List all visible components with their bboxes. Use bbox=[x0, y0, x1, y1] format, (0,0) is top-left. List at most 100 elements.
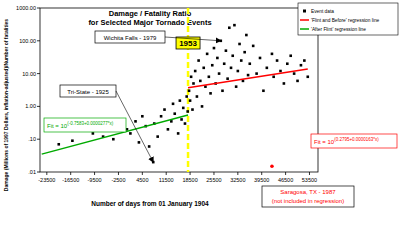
event-point bbox=[206, 53, 209, 56]
annotation-text: Tri-State - 1925 bbox=[67, 89, 109, 95]
event-point bbox=[197, 59, 200, 62]
annotation-box bbox=[95, 31, 165, 43]
annotation-box bbox=[60, 85, 116, 97]
event-point bbox=[237, 70, 240, 73]
x-tick bbox=[309, 172, 310, 175]
event-point bbox=[189, 99, 192, 102]
event-point bbox=[186, 110, 189, 113]
x-tick bbox=[70, 172, 71, 175]
event-point bbox=[228, 26, 231, 29]
annotation-text: Wichita Falls - 1979 bbox=[104, 35, 157, 41]
event-point bbox=[190, 75, 193, 78]
event-point bbox=[213, 47, 216, 50]
y-tick-label: .10 bbox=[28, 136, 36, 142]
event-point bbox=[188, 89, 191, 92]
x-tick bbox=[118, 172, 119, 175]
y-axis-title: Damage (Millions of 1997 Dollars, inflat… bbox=[3, 19, 9, 191]
event-point bbox=[306, 75, 309, 78]
event-point bbox=[92, 132, 95, 135]
event-point bbox=[196, 95, 199, 98]
event-point bbox=[289, 54, 292, 57]
y-tick bbox=[37, 40, 40, 41]
event-point bbox=[208, 75, 211, 78]
event-point bbox=[279, 70, 282, 73]
y-tick-label: 1000.00 bbox=[16, 5, 36, 11]
event-point bbox=[300, 64, 303, 67]
event-point bbox=[201, 105, 204, 108]
plot-frame bbox=[40, 8, 318, 172]
event-point bbox=[248, 62, 251, 65]
x-tick-label: 4500 bbox=[136, 177, 148, 183]
fit-exponent: (-0.7583+0.0000277*x) bbox=[67, 121, 114, 126]
event-point bbox=[191, 108, 194, 111]
annotation-text: Saragosa, TX - 1987 bbox=[280, 189, 336, 195]
event-point bbox=[199, 80, 202, 83]
x-tick-label: -2500 bbox=[111, 177, 125, 183]
event-point bbox=[271, 53, 274, 56]
x-tick bbox=[46, 172, 47, 175]
y-tick bbox=[37, 73, 40, 74]
x-tick bbox=[142, 172, 143, 175]
event-point bbox=[185, 95, 188, 98]
x-tick-label: 32500 bbox=[230, 177, 245, 183]
regression-line bbox=[188, 69, 308, 88]
chart: .01.101.0010.00100.001000.00-23500-16500… bbox=[0, 0, 400, 235]
event-point bbox=[192, 82, 195, 85]
legend-swatch bbox=[300, 28, 309, 30]
fit-exponent: (0.2795+0.0000163*x) bbox=[334, 137, 379, 142]
y-tick bbox=[37, 172, 40, 173]
legend-label: Event data bbox=[311, 9, 334, 14]
event-point bbox=[209, 92, 212, 95]
event-point bbox=[272, 75, 275, 78]
event-point bbox=[218, 72, 221, 75]
event-point bbox=[259, 57, 262, 60]
y-tick-label: 1.00 bbox=[25, 103, 36, 109]
legend-swatch bbox=[300, 19, 309, 21]
event-point bbox=[216, 57, 219, 60]
x-tick-label: 25500 bbox=[206, 177, 221, 183]
event-point bbox=[129, 132, 132, 135]
legend: Event data 'Flint and Before' regression … bbox=[298, 3, 398, 35]
x-tick-label: 39500 bbox=[254, 177, 269, 183]
event-point bbox=[252, 45, 255, 48]
event-point bbox=[221, 89, 224, 92]
subtitle: for Selected Major Tornado Events bbox=[88, 18, 211, 27]
event-point bbox=[177, 132, 180, 135]
event-point bbox=[170, 120, 173, 123]
event-point bbox=[226, 77, 229, 80]
event-point bbox=[172, 103, 175, 106]
event-point bbox=[296, 80, 299, 83]
y-tick bbox=[37, 8, 40, 9]
excluded-point bbox=[270, 164, 274, 168]
y-tick-label: 100.00 bbox=[19, 38, 36, 44]
plot-data bbox=[42, 8, 309, 172]
event-point bbox=[134, 120, 137, 123]
event-point bbox=[173, 112, 176, 115]
regression-line bbox=[42, 115, 188, 154]
event-point bbox=[194, 70, 197, 73]
event-point bbox=[286, 62, 289, 65]
event-point bbox=[276, 59, 279, 62]
event-point bbox=[231, 54, 234, 57]
event-point bbox=[138, 141, 141, 144]
event-point bbox=[223, 62, 226, 65]
x-tick-label: 46500 bbox=[278, 177, 293, 183]
event-point bbox=[247, 74, 250, 77]
title: Damage / Fatality Ratio bbox=[109, 9, 192, 18]
annotation-box bbox=[44, 118, 126, 132]
event-point bbox=[71, 139, 74, 142]
legend-box bbox=[298, 3, 398, 35]
event-point bbox=[235, 85, 238, 88]
event-point bbox=[293, 72, 296, 75]
fit-label: Fit = 10(0.2795+0.0000163*x) bbox=[314, 137, 379, 145]
event-point bbox=[283, 82, 286, 85]
x-tick-label: 53500 bbox=[302, 177, 317, 183]
x-tick bbox=[285, 172, 286, 175]
annotation-arrow bbox=[165, 37, 221, 41]
event-point bbox=[112, 138, 115, 141]
event-point bbox=[233, 24, 236, 27]
event-point bbox=[255, 72, 258, 75]
legend-swatch bbox=[303, 10, 306, 13]
event-point bbox=[245, 34, 248, 37]
legend-label: 'Flint and Before' regression line bbox=[311, 18, 380, 23]
